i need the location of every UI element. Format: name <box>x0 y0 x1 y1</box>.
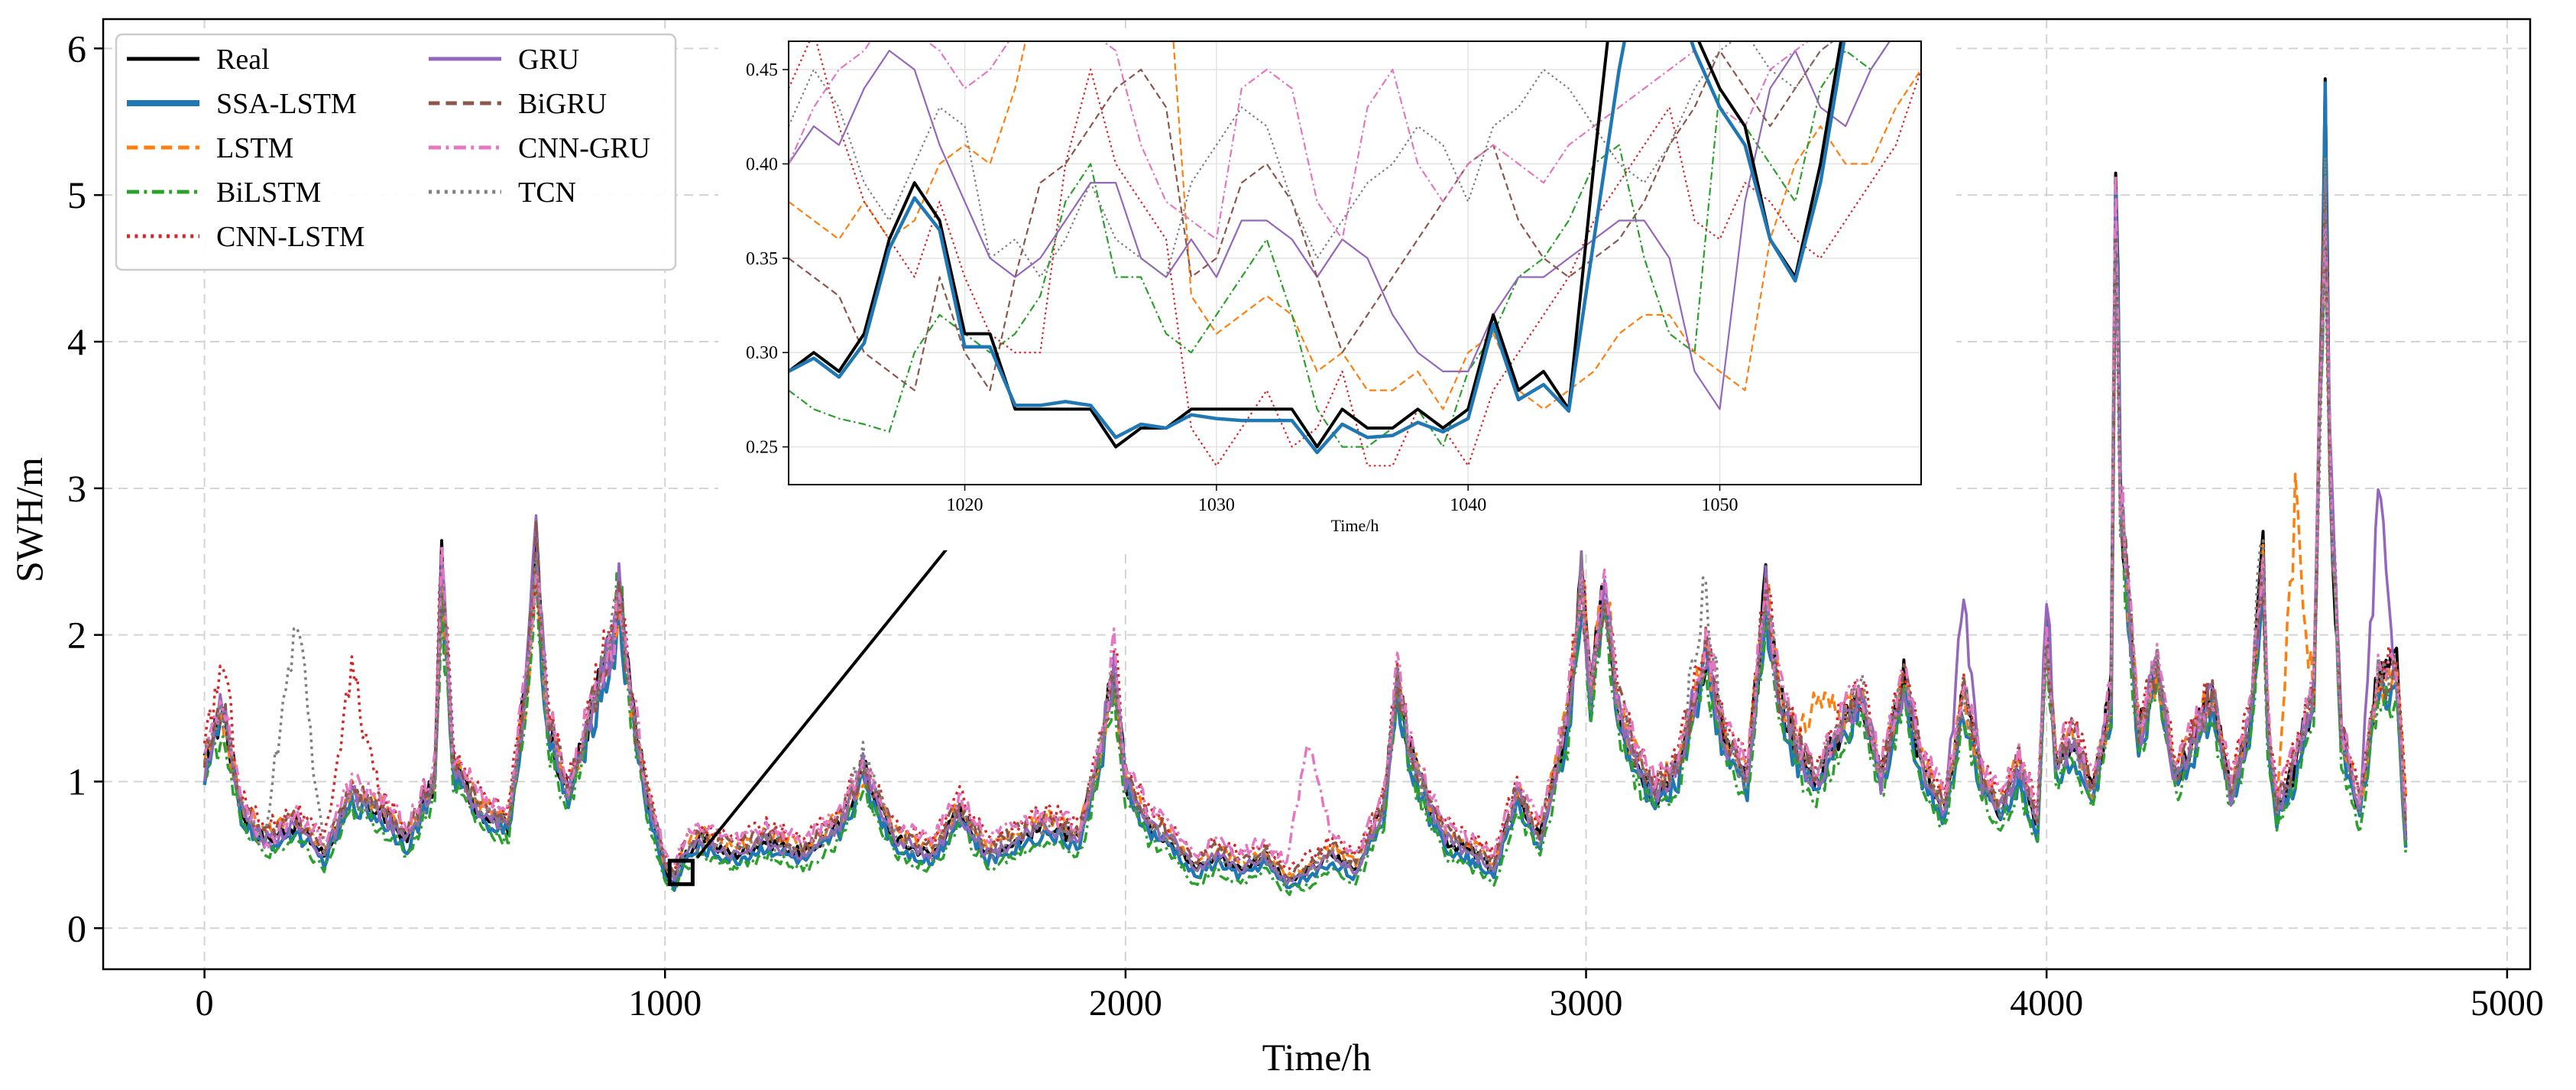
legend-frame <box>115 33 677 271</box>
main-y-tick-label: 6 <box>67 27 86 70</box>
legend: Real SSA-LSTM LSTM BiLSTM CNN-LSTM GRU BiGRU CN… <box>115 33 677 271</box>
inset-background <box>718 31 1956 550</box>
legend-label-lstm: LSTM <box>216 132 293 164</box>
main-y-tick-label: 1 <box>67 760 86 803</box>
main-y-ticks: 0 1 2 3 4 5 6 <box>67 27 103 949</box>
inset-x-ticks: 1020 1030 1040 1050 <box>947 485 1738 515</box>
main-x-ticks: 0 1000 2000 3000 4000 5000 <box>196 969 2544 1023</box>
inset-series-line-gru <box>789 41 1891 410</box>
inset-series-line-bigru <box>789 41 1835 391</box>
zoom-region-box <box>667 858 695 887</box>
main-y-tick-label: 5 <box>67 174 86 216</box>
inset-series-line-ssa-lstm <box>789 41 1846 455</box>
main-x-tick-label: 3000 <box>1550 983 1623 1023</box>
main-series-line-cnn-lstm <box>203 208 2408 872</box>
legend-label-bilstm: BiLSTM <box>216 177 321 209</box>
legend-label-ssa-lstm: SSA-LSTM <box>216 88 357 120</box>
zoom-arrow <box>695 491 993 859</box>
main-x-tick-label: 4000 <box>2010 983 2083 1023</box>
main-x-axis-label: Time/h <box>1262 1036 1372 1079</box>
legend-label-cnn-lstm: CNN-LSTM <box>216 221 365 253</box>
legend-label-bigru: BiGRU <box>518 88 607 120</box>
inset-y-tick-label: 0.30 <box>746 343 778 363</box>
inset-x-axis-label: Time/h <box>1331 516 1379 535</box>
main-plot: 0 1000 2000 3000 4000 5000 0 1 2 3 4 5 6 Time/h SWH… <box>8 18 2544 1079</box>
inset-series-line-cnn-gru <box>789 41 1810 241</box>
inset-x-tick-label: 1050 <box>1702 495 1738 515</box>
legend-label-gru: GRU <box>518 44 579 76</box>
main-plot-frame <box>102 18 2532 971</box>
inset-plot: 1020 1030 1040 1050 0.25 0.30 0.35 0.40 0.45 Ti… <box>718 31 1956 550</box>
inset-x-tick-label: 1040 <box>1450 495 1486 515</box>
inset-series-line-lstm <box>789 41 1921 410</box>
main-y-tick-label: 2 <box>67 614 86 657</box>
inset-y-tick-label: 0.25 <box>746 438 778 458</box>
main-series-line-cnn-gru <box>203 173 2408 867</box>
legend-label-cnn-gru: CNN-GRU <box>518 132 650 164</box>
main-series-line-tcn <box>203 156 2408 886</box>
main-y-tick-label: 4 <box>67 320 86 363</box>
inset-y-tick-label: 0.35 <box>746 249 778 269</box>
legend-label-tcn: TCN <box>518 177 576 209</box>
main-series-group <box>203 77 2408 897</box>
legend-label-real: Real <box>216 44 270 76</box>
inset-y-ticks: 0.25 0.30 0.35 0.40 0.45 <box>746 60 789 458</box>
main-x-tick-label: 1000 <box>628 983 702 1023</box>
inset-y-tick-label: 0.45 <box>746 60 778 80</box>
main-x-tick-label: 0 <box>196 983 214 1023</box>
inset-plot-frame <box>788 41 1922 485</box>
inset-y-tick-label: 0.40 <box>746 154 778 174</box>
inset-x-tick-label: 1030 <box>1198 495 1235 515</box>
main-x-tick-label: 5000 <box>2471 983 2544 1023</box>
main-y-tick-label: 0 <box>67 907 86 949</box>
inset-x-tick-label: 1020 <box>947 495 983 515</box>
inset-series-group <box>789 41 1921 467</box>
inset-series-line-real <box>789 41 1843 449</box>
main-y-tick-label: 3 <box>67 467 86 510</box>
main-x-tick-label: 2000 <box>1089 983 1162 1023</box>
main-y-axis-label: SWH/m <box>8 457 50 582</box>
